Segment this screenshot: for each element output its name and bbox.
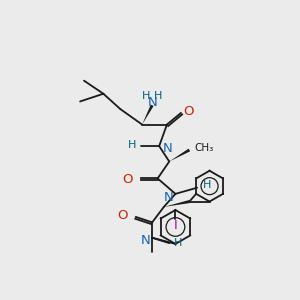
Text: O: O	[183, 105, 194, 118]
Text: H: H	[174, 238, 182, 248]
Text: N: N	[141, 233, 151, 247]
Text: O: O	[118, 209, 128, 222]
Polygon shape	[164, 200, 190, 207]
Text: H: H	[128, 140, 136, 150]
Text: N: N	[164, 191, 173, 204]
Polygon shape	[142, 105, 154, 124]
Text: N: N	[147, 97, 157, 110]
Polygon shape	[169, 148, 190, 161]
Text: CH₃: CH₃	[194, 143, 213, 153]
Text: N: N	[162, 142, 172, 155]
Text: H: H	[202, 180, 211, 190]
Text: I: I	[174, 219, 177, 232]
Text: H: H	[142, 91, 150, 101]
Text: O: O	[122, 173, 133, 186]
Text: H: H	[154, 91, 163, 101]
